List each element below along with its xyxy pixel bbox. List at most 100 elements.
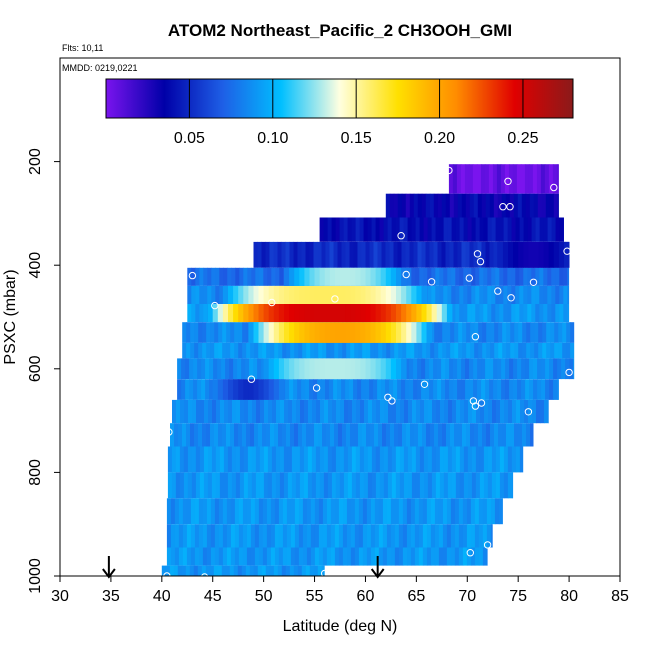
heatmap-cell <box>448 164 454 194</box>
heatmap-cell <box>297 379 302 400</box>
heatmap-cell <box>522 423 527 447</box>
heatmap-cell <box>403 446 409 473</box>
heatmap-cell <box>402 342 407 359</box>
heatmap-cell <box>416 322 422 343</box>
heatmap-cell <box>172 399 177 424</box>
heatmap-cell <box>399 446 405 473</box>
heatmap-cell <box>439 446 445 473</box>
heatmap-cell <box>437 379 442 400</box>
heatmap-cell <box>255 267 260 286</box>
sample-point <box>200 573 209 581</box>
heatmap-cell <box>408 399 413 424</box>
heatmap-cell <box>273 285 280 304</box>
heatmap-cell <box>232 399 237 424</box>
heatmap-cell <box>452 164 458 194</box>
heatmap-cell <box>411 322 417 343</box>
x-tick-label: 55 <box>306 588 324 605</box>
heatmap-cell <box>179 446 185 473</box>
heatmap-cell <box>475 446 481 473</box>
heatmap-cell <box>362 342 367 359</box>
heatmap-cell <box>226 524 232 548</box>
heatmap-cell <box>476 164 482 194</box>
heatmap-cell <box>458 423 463 447</box>
heatmap-cell <box>323 217 329 242</box>
heatmap-cell <box>373 379 378 400</box>
heatmap-cell <box>340 304 346 323</box>
y-tick-label: 200 <box>27 148 44 175</box>
heatmap-cell <box>243 379 249 400</box>
heatmap-cell <box>505 379 510 400</box>
heatmap-cell <box>258 524 264 548</box>
heatmap-cell <box>470 547 476 566</box>
heatmap-cell <box>553 358 558 380</box>
heatmap-cell <box>317 241 322 268</box>
heatmap-cell <box>210 547 216 566</box>
heatmap-cell <box>198 342 203 359</box>
heatmap-cell <box>195 285 200 304</box>
heatmap-cell <box>345 267 351 286</box>
heatmap-cell <box>287 446 293 473</box>
heatmap-cell <box>477 379 482 400</box>
heatmap-cell <box>286 524 292 548</box>
heatmap-cell <box>182 342 187 359</box>
heatmap-cell <box>182 423 187 447</box>
heatmap-cell <box>191 285 196 304</box>
heatmap-cell <box>473 241 478 268</box>
heatmap-cell <box>535 267 540 286</box>
heatmap-cell <box>211 472 217 499</box>
heatmap-cell <box>462 342 467 359</box>
heatmap-cell <box>486 547 488 566</box>
heatmap-cell <box>350 267 356 286</box>
heatmap-cell <box>321 565 325 576</box>
heatmap-cell <box>458 524 464 548</box>
heatmap-cell <box>431 267 436 286</box>
heatmap-cell <box>549 379 554 400</box>
heatmap-cell <box>238 285 244 304</box>
heatmap-cell <box>527 217 533 242</box>
heatmap-cell <box>516 399 521 424</box>
heatmap-cell <box>438 342 443 359</box>
heatmap-cell <box>309 241 314 268</box>
heatmap-cell <box>430 524 436 548</box>
heatmap-cell <box>422 524 428 548</box>
sample-point <box>331 295 339 303</box>
heatmap-cell <box>380 285 387 304</box>
heatmap-cell <box>539 267 544 286</box>
heatmap-cell <box>445 358 450 380</box>
heatmap-cell <box>547 285 552 304</box>
heatmap-cell <box>508 164 514 194</box>
heatmap-cell <box>228 285 234 304</box>
heatmap-cell <box>491 472 497 499</box>
heatmap-cell <box>393 379 398 400</box>
heatmap-cell <box>548 241 555 268</box>
heatmap-cell <box>530 342 535 359</box>
heatmap-cell <box>203 267 208 286</box>
heatmap-cell <box>226 322 231 343</box>
heatmap-cell <box>268 304 275 323</box>
heatmap-cell <box>329 285 336 304</box>
heatmap-cell <box>350 285 356 304</box>
heatmap-cell <box>258 285 264 304</box>
heatmap-cell <box>529 379 534 400</box>
heatmap-cell <box>328 399 333 424</box>
heatmap-cell <box>319 446 325 473</box>
heatmap-cell <box>470 524 476 548</box>
heatmap-cell <box>337 379 342 400</box>
heatmap-cell <box>358 342 363 359</box>
heatmap-cell <box>454 342 459 359</box>
heatmap-cell <box>209 379 214 400</box>
heatmap-cell <box>345 304 351 323</box>
heatmap-cell <box>309 304 315 323</box>
heatmap-cell <box>362 524 368 548</box>
heatmap-cell <box>390 358 397 380</box>
heatmap-cell <box>485 193 491 218</box>
heatmap-row <box>166 524 493 548</box>
heatmap-cell <box>459 285 464 304</box>
heatmap-cell <box>427 217 433 242</box>
heatmap-cell <box>414 547 420 566</box>
heatmap-cell <box>268 379 275 400</box>
heatmap-cell <box>306 547 312 566</box>
heatmap-cell <box>370 498 376 525</box>
heatmap-cell <box>362 423 367 447</box>
heatmap-cell <box>351 472 357 499</box>
